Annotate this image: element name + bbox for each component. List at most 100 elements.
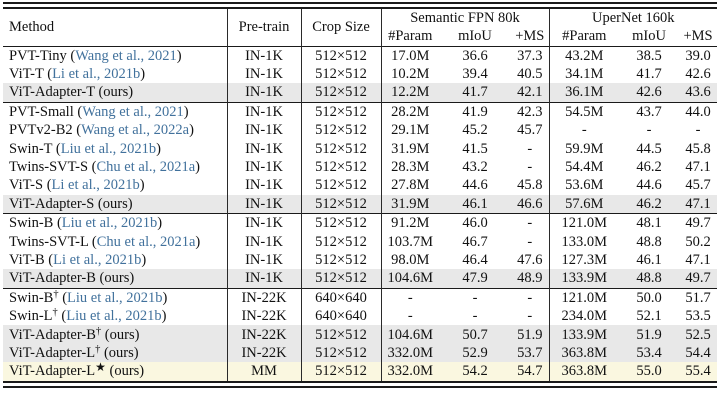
fpn-param-cell: 28.2M — [381, 101, 439, 122]
table-row: PVTv2-B2 (Wang et al., 2022a) IN-1K 512×51… — [3, 121, 717, 140]
fpn-param-cell: 104.6M — [381, 325, 439, 344]
method-name: PVTv2-B2 — [9, 122, 73, 139]
method-name: PVT-Tiny — [9, 47, 67, 64]
upernet-miou-cell: 38.5 — [636, 47, 662, 64]
citation-link[interactable]: Wang et al., 2021 — [82, 103, 184, 120]
fpn-miou-cell: 41.9 — [439, 101, 511, 122]
upernet-ms-cell: 42.6 — [685, 66, 711, 83]
method-name: ViT-Adapter-B — [9, 326, 96, 343]
upernet-ms-cell: 47.1 — [685, 158, 711, 175]
upernet-ms-cell: 43.6 — [679, 83, 718, 103]
upernet-miou-cell: 46.1 — [636, 251, 662, 268]
fpn-ms-cell: 42.1 — [511, 83, 550, 103]
crop-size-cell: 512×512 — [301, 250, 382, 270]
pretrain-cell: IN-1K — [227, 157, 302, 177]
fpn-miou-cell: 54.2 — [439, 362, 511, 385]
upernet-miou-cell: 51.9 — [619, 325, 680, 344]
citation-link[interactable]: Wang et al., 2021 — [75, 47, 177, 64]
upernet-miou-cell: 46.2 — [636, 158, 662, 175]
crop-size-cell: 512×512 — [301, 83, 382, 103]
upernet-param-cell: 53.6M — [565, 177, 604, 194]
pretrain-cell: IN-1K — [227, 213, 302, 233]
fpn-miou-cell: 46.1 — [439, 194, 511, 214]
upernet-miou-cell: 55.0 — [619, 362, 680, 385]
fpn-miou-cell: 45.2 — [462, 122, 488, 139]
results-table: Method Pre-train Crop Size Semantic FPN … — [3, 2, 718, 388]
method-cell: ViT-T (Li et al., 2021b) — [3, 64, 228, 84]
table-row: ViT-Adapter-T (ours) IN-1K 512×512 12.2M 41.… — [3, 83, 718, 103]
crop-size-cell: 512×512 — [301, 64, 382, 84]
fpn-ms-cell: 48.9 — [511, 269, 550, 289]
crop-size-cell: 512×512 — [301, 362, 382, 385]
dagger-marker: † — [95, 343, 101, 355]
citation-link[interactable]: Wang et al., 2022a — [81, 122, 190, 139]
upernet-param-cell: 59.9M — [565, 140, 604, 157]
fpn-ms-cell: 45.8 — [511, 176, 550, 195]
crop-size-cell: 512×512 — [301, 194, 382, 214]
fpn-param-cell: 29.1M — [391, 122, 430, 139]
fpn-param-cell: 332.0M — [381, 362, 439, 385]
upernet-ms-cell: 45.8 — [685, 140, 711, 157]
method-name: ViT-T — [9, 66, 44, 83]
method-cell: ViT-Adapter-L† (ours) — [3, 343, 228, 363]
upernet-ms-cell: 44.0 — [679, 101, 718, 122]
dagger-marker: † — [95, 325, 102, 337]
upernet-miou-cell: 48.8 — [619, 269, 680, 289]
upernet-ms-cell: 49.7 — [679, 269, 718, 289]
upernet-param-cell: 121.0M — [549, 213, 620, 233]
upernet-ms-cell: 51.7 — [679, 287, 718, 308]
upernet-ms-cell: 54.4 — [679, 343, 718, 363]
pretrain-cell: IN-22K — [227, 343, 302, 363]
upernet-ms-cell: 50.2 — [685, 233, 711, 250]
citation-link[interactable]: Chu et al., 2021a — [96, 158, 196, 175]
upernet-ms-cell: 53.5 — [685, 308, 711, 325]
fpn-param-cell: 104.6M — [381, 269, 439, 289]
ours-label: (ours) — [94, 195, 133, 212]
upernet-param-cell: 54.5M — [549, 101, 620, 122]
fpn-ms-cell: 46.6 — [511, 194, 550, 214]
ours-label: (ours) — [95, 270, 135, 287]
col-header-upernet-param: #Param — [562, 28, 607, 45]
upernet-param-cell: 34.1M — [565, 66, 604, 83]
fpn-param-cell: - — [381, 287, 439, 308]
method-cell: PVT-Tiny (Wang et al., 2021) — [3, 46, 228, 65]
citation-link[interactable]: Liu et al., 2021b — [67, 289, 163, 306]
fpn-param-cell: 12.2M — [381, 83, 439, 103]
pretrain-cell: IN-1K — [227, 176, 302, 195]
pretrain-cell: IN-22K — [227, 287, 302, 308]
upernet-param-cell: 54.4M — [565, 158, 604, 175]
fpn-param-cell: 31.9M — [381, 194, 439, 214]
method-cell: ViT-Adapter-B (ours) — [3, 269, 228, 289]
fpn-miou-cell: 46.4 — [462, 251, 488, 268]
upernet-miou-cell: 44.6 — [636, 177, 662, 194]
pretrain-cell: IN-1K — [227, 139, 302, 158]
citation-link[interactable]: Li et al., 2021b — [51, 177, 140, 194]
crop-size-cell: 512×512 — [301, 232, 382, 251]
upernet-ms-cell: - — [695, 122, 701, 139]
method-cell: ViT-Adapter-S (ours) — [3, 194, 228, 214]
citation-link[interactable]: Liu et al., 2021b — [66, 308, 162, 325]
method-cell: ViT-Adapter-B† (ours) — [3, 325, 228, 344]
upernet-param-cell: 36.1M — [549, 83, 620, 103]
method-cell: Twins-SVT-L (Chu et al., 2021a) — [3, 232, 228, 251]
table-row: ViT-Adapter-B (ours) IN-1K 512×512 104.6M 47… — [3, 269, 718, 289]
upernet-param-cell: 127.3M — [561, 251, 608, 268]
upernet-ms-cell: 47.1 — [679, 194, 718, 214]
citation-link[interactable]: Chu et al., 2021a — [96, 233, 196, 250]
method-name: Swin-B — [9, 215, 54, 232]
pretrain-cell: IN-1K — [227, 46, 302, 65]
citation-link[interactable]: Li et al., 2021b — [52, 66, 141, 83]
dagger-marker: † — [53, 288, 59, 300]
method-cell: Swin-B† (Liu et al., 2021b) — [3, 287, 228, 308]
crop-size-cell: 512×512 — [301, 269, 382, 289]
col-header-crop-size: Crop Size — [301, 5, 382, 47]
table-row: ViT-B (Li et al., 2021b) IN-1K 512×512 98.0… — [3, 250, 717, 270]
method-name: Twins-SVT-S — [9, 158, 89, 175]
ours-label: (ours) — [100, 344, 139, 361]
citation-link[interactable]: Li et al., 2021b — [53, 251, 142, 268]
table-row: Swin-B† (Liu et al., 2021b) IN-22K 640×640… — [3, 287, 718, 308]
fpn-miou-cell: 46.7 — [462, 233, 488, 250]
citation-link[interactable]: Liu et al., 2021b — [60, 140, 157, 157]
upernet-miou-cell: 41.7 — [636, 66, 662, 83]
citation-link[interactable]: Liu et al., 2021b — [61, 215, 158, 232]
